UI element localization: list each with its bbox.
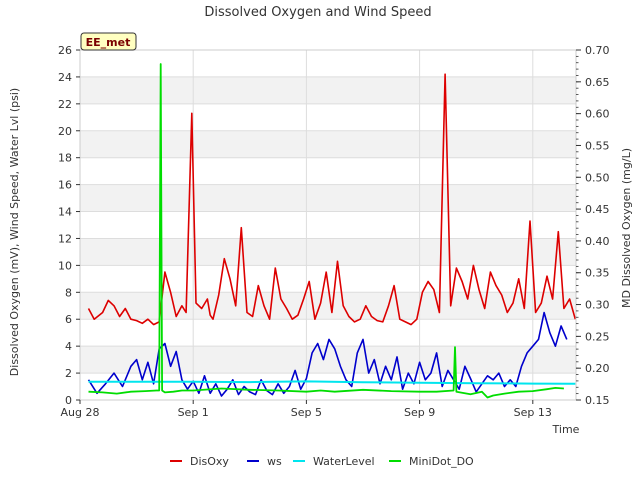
- y-tick-label-right: 0.20: [585, 362, 610, 375]
- x-tick-label: Aug 28: [61, 406, 100, 419]
- series-ws: [87, 311, 568, 397]
- y-tick-label-right: 0.30: [585, 299, 610, 312]
- y-tick-label-left: 12: [58, 232, 72, 245]
- x-axis-label: Time: [552, 423, 580, 436]
- plot-band: [80, 130, 576, 158]
- legend-label: ws: [267, 455, 282, 468]
- legend-label: WaterLevel: [313, 455, 375, 468]
- plot-band: [80, 50, 576, 77]
- y-tick-label-left: 24: [58, 71, 72, 84]
- x-tick-label: Sep 5: [291, 406, 322, 419]
- y-tick-label-left: 14: [58, 206, 72, 219]
- y-tick-label-left: 2: [65, 367, 72, 380]
- y-tick-label-left: 6: [65, 313, 72, 326]
- x-tick-label: Sep 9: [404, 406, 435, 419]
- legend-label: MiniDot_DO: [409, 455, 474, 468]
- series-disoxy: [87, 73, 577, 326]
- site-label-box: EE_met: [80, 32, 137, 51]
- legend: DisOxy ws WaterLevel MiniDot_DO: [170, 455, 474, 468]
- y-tick-label-left: 16: [58, 179, 72, 192]
- legend-label: DisOxy: [190, 455, 229, 468]
- plot-bands: [80, 50, 576, 400]
- y-tick-label-right: 0.50: [585, 171, 610, 184]
- y-tick-label-right: 0.35: [585, 267, 610, 280]
- y-tick-label-right: 0.15: [585, 394, 610, 407]
- site-label-background: [80, 32, 137, 51]
- y-tick-label-left: 4: [65, 340, 72, 353]
- y-tick-label-left: 8: [65, 286, 72, 299]
- plot-band: [80, 184, 576, 212]
- plot-band: [80, 211, 576, 239]
- plot-band: [80, 238, 576, 266]
- y-axis-label-right: MD Dissolved Oxygen (mg/L): [620, 148, 633, 308]
- y-tick-label-left: 20: [58, 125, 72, 138]
- x-tick-label: Sep 13: [514, 406, 552, 419]
- plot-band: [80, 76, 576, 104]
- y-tick-label-right: 0.55: [585, 139, 610, 152]
- y-tick-label-right: 0.65: [585, 76, 610, 89]
- plot-band: [80, 157, 576, 185]
- x-tick-label: Sep 1: [178, 406, 209, 419]
- y-tick-label-right: 0.40: [585, 235, 610, 248]
- y-tick-label-right: 0.25: [585, 330, 610, 343]
- plot-band: [80, 346, 576, 374]
- y-tick-label-left: 26: [58, 44, 72, 57]
- series-waterlevel: [88, 380, 576, 385]
- series-minidot-do: [88, 63, 564, 399]
- y-tick-label-right: 0.70: [585, 44, 610, 57]
- plot-band: [80, 103, 576, 131]
- y-tick-label-right: 0.45: [585, 203, 610, 216]
- series-layer: [87, 63, 577, 399]
- y-tick-label-left: 18: [58, 152, 72, 165]
- y-tick-label-left: 0: [65, 394, 72, 407]
- y-tick-label-left: 10: [58, 259, 72, 272]
- y-tick-label-right: 0.60: [585, 108, 610, 121]
- y-tick-label-left: 22: [58, 98, 72, 111]
- plot-frame: [79, 49, 577, 401]
- chart-title: Dissolved Oxygen and Wind Speed: [204, 5, 431, 20]
- site-label: EE_met: [86, 36, 131, 49]
- y-axis-label-left: Dissolved Oxygen (mV), Wind Speed, Water…: [8, 88, 21, 376]
